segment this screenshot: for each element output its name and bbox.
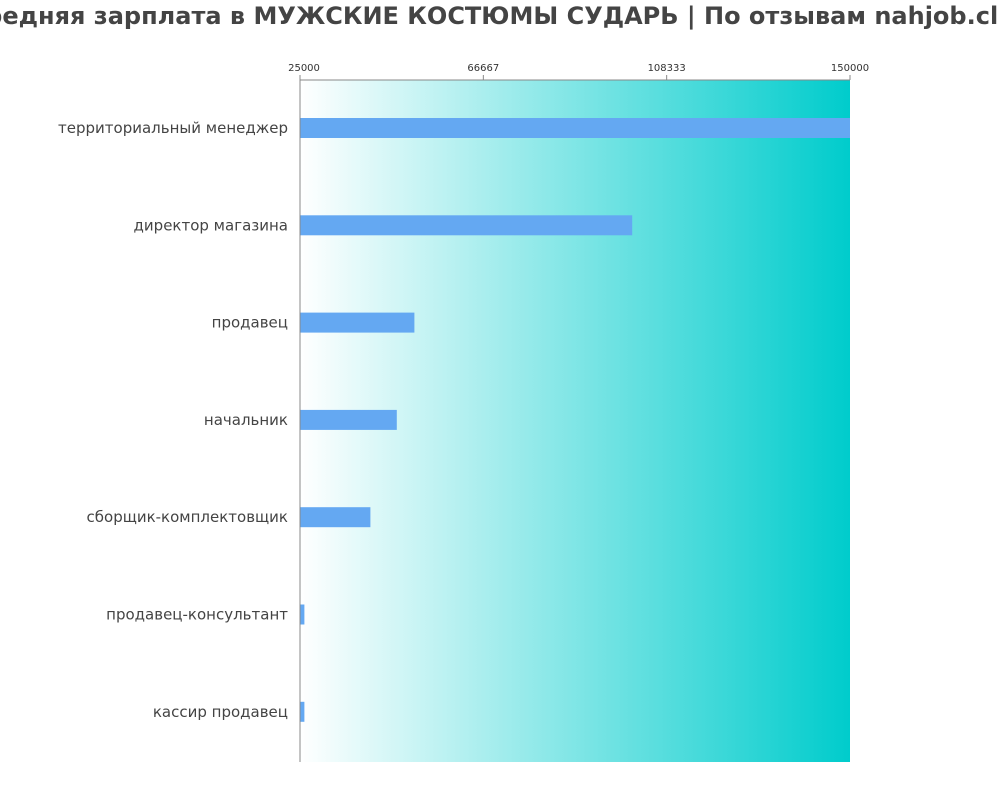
bar-1 (300, 118, 850, 138)
x-tick-label: 150000 (831, 63, 869, 74)
bar-2 (300, 215, 633, 236)
bar-4 (300, 409, 397, 430)
bar-3 (300, 312, 415, 333)
category-label: территориальный менеджер (58, 119, 288, 137)
chart-title: Средняя зарплата в МУЖСКИЕ КОСТЮМЫ СУДАР… (0, 2, 1000, 30)
category-label: начальник (204, 411, 288, 429)
bars-layer (300, 118, 850, 722)
labels-layer: территориальный менеджер директор магазин… (58, 119, 288, 721)
x-tick-label: 66667 (467, 63, 499, 74)
category-label: продавец (212, 314, 288, 332)
bar-7 (300, 701, 305, 722)
bar-6 (300, 604, 305, 625)
bar-5 (300, 507, 371, 528)
x-tick-label: 25000 (288, 63, 320, 74)
category-label: продавец-консультант (106, 606, 288, 624)
category-label: кассир продавец (153, 703, 288, 721)
axes-layer: 25000 66667 108333 150000 (288, 63, 869, 762)
category-label: сборщик-комплектовщик (87, 508, 288, 526)
category-label: директор магазина (134, 216, 288, 234)
x-tick-label: 108333 (648, 63, 686, 74)
